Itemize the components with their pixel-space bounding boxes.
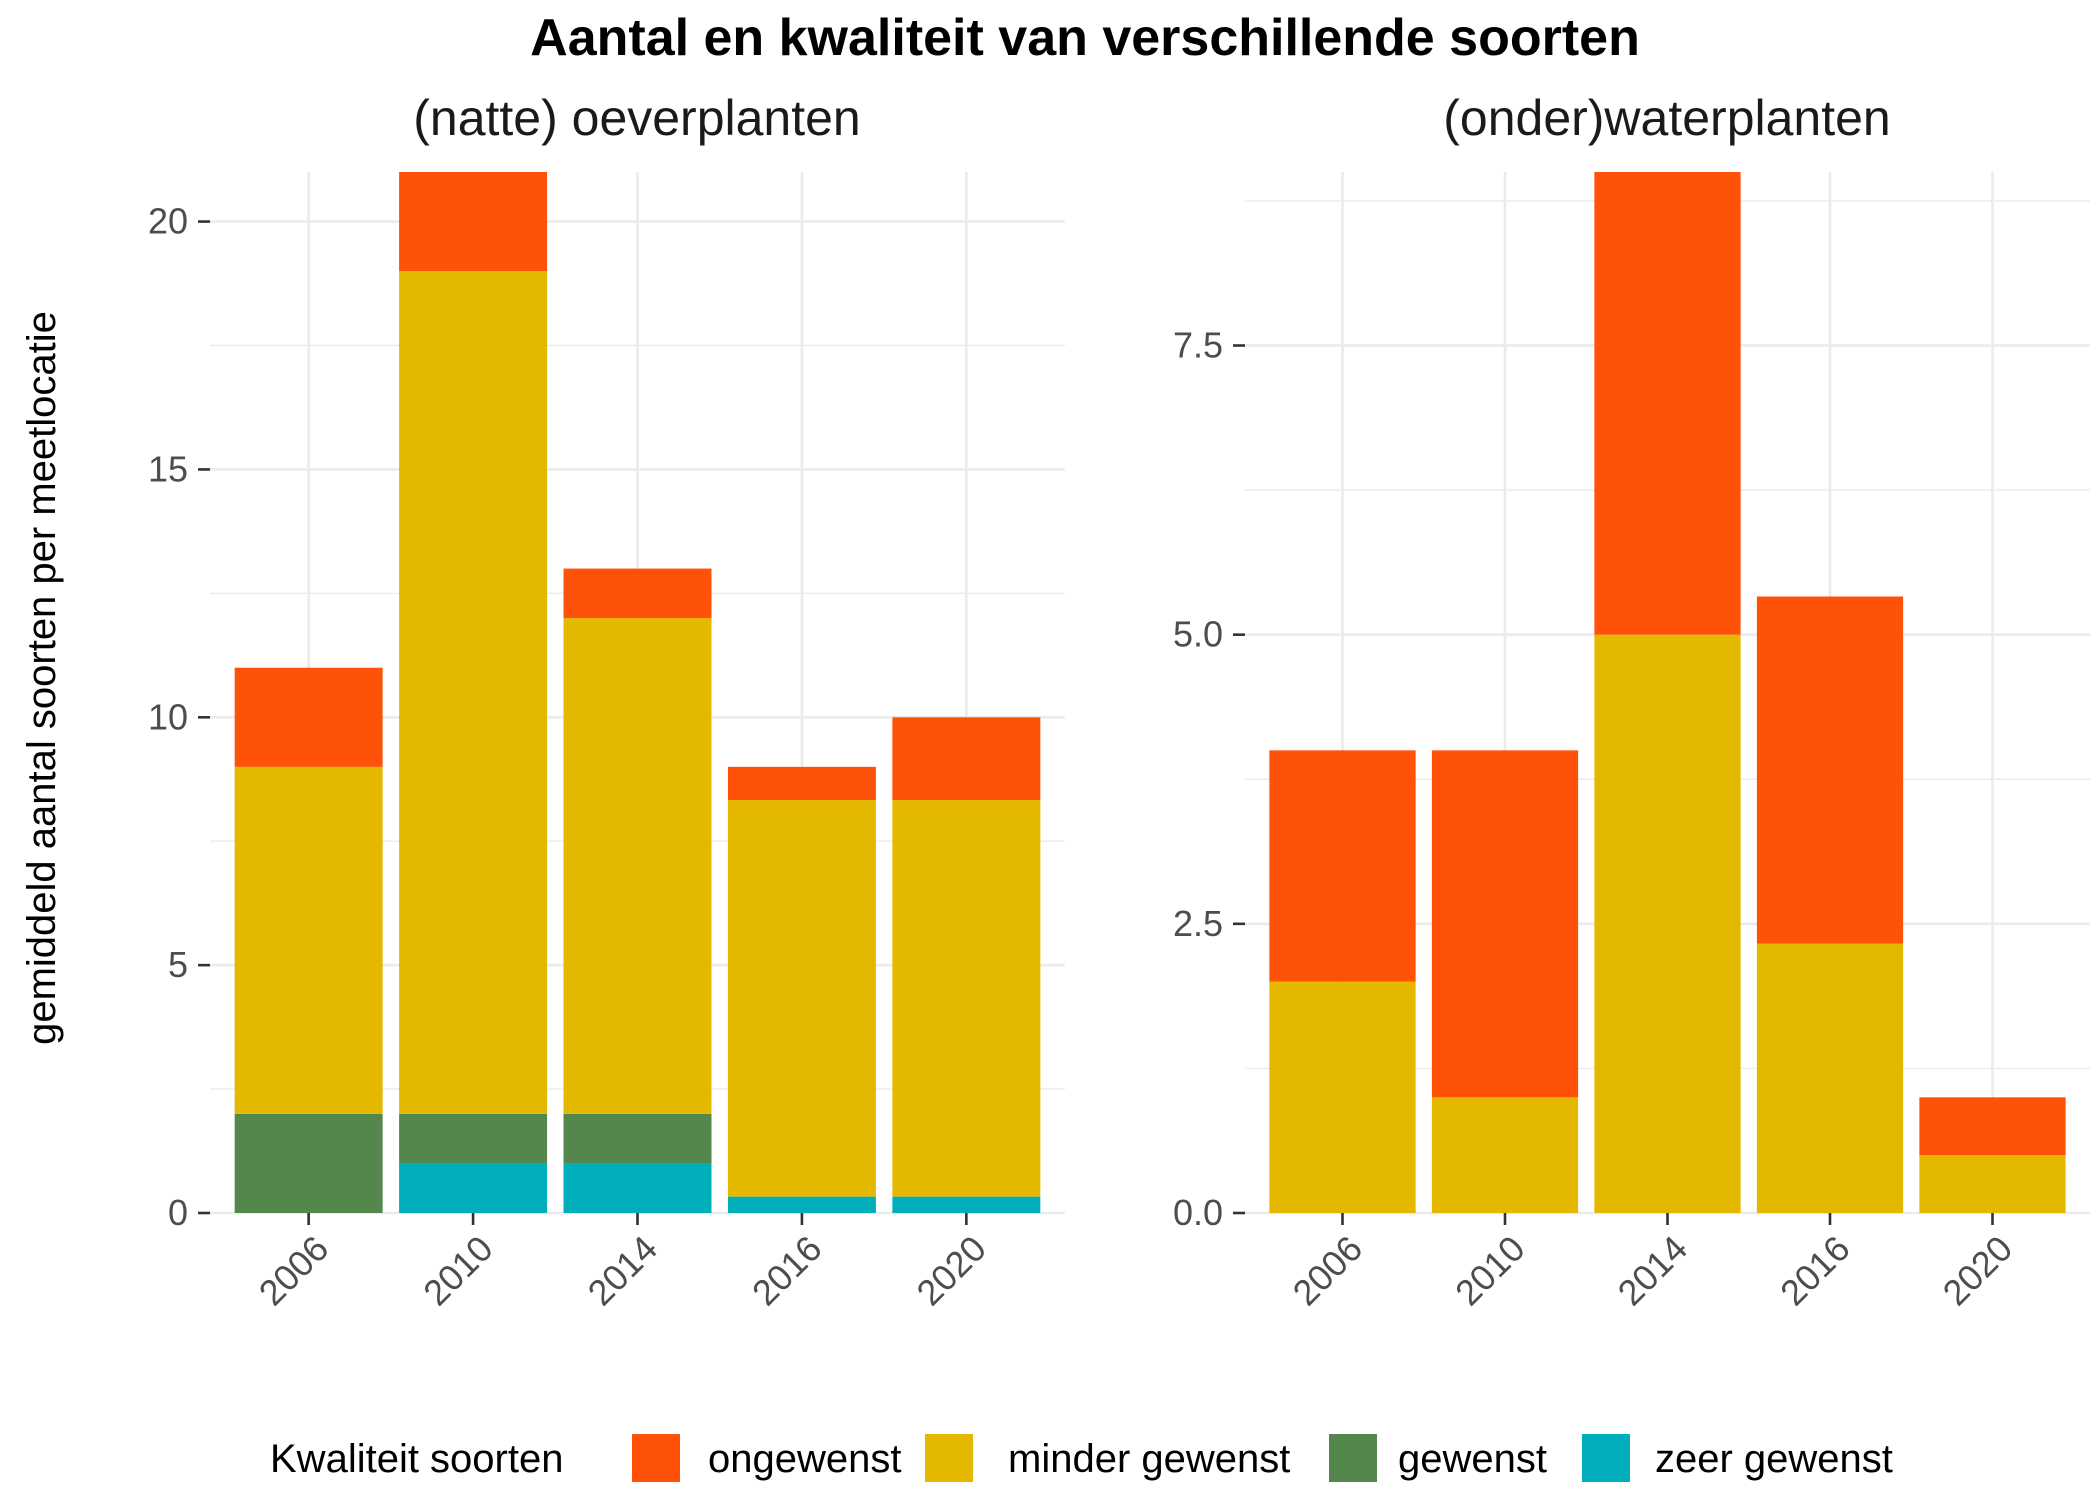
x-tick-label: 2010	[1447, 1228, 1533, 1314]
bar-minder-gewenst-2014	[1594, 634, 1741, 1213]
panel-title: (natte) oeverplanten	[413, 90, 861, 146]
bar-minder-gewenst-2016	[1756, 943, 1904, 1213]
legend-swatch-ongewenst	[632, 1434, 680, 1482]
legend-label-ongewenst: ongewenst	[708, 1437, 901, 1481]
bar-ongewenst-2006	[1269, 750, 1416, 982]
bar-gewenst-2006	[234, 1113, 383, 1213]
legend-title: Kwaliteit soorten	[270, 1437, 563, 1481]
y-tick-label: 2.5	[1173, 903, 1223, 944]
x-tick-label: 2020	[908, 1228, 994, 1314]
bar-gewenst-2010	[399, 1113, 548, 1164]
chart-title: Aantal en kwaliteit van verschillende so…	[530, 9, 1640, 67]
bar-minder-gewenst-2010	[399, 271, 548, 1114]
x-tick-label: 2014	[580, 1228, 666, 1314]
panel-title: (onder)waterplanten	[1443, 90, 1891, 146]
x-tick-label: 2020	[1935, 1228, 2021, 1314]
legend: Kwaliteit soorten ongewenst minder gewen…	[270, 1434, 1893, 1482]
bar-minder-gewenst-2020	[1919, 1155, 2066, 1213]
bar-zeer-gewenst-2010	[399, 1163, 548, 1213]
bar-ongewenst-2020	[892, 717, 1041, 801]
bar-minder-gewenst-2020	[892, 800, 1041, 1197]
y-tick-label: 10	[148, 696, 188, 737]
bar-minder-gewenst-2006	[234, 766, 383, 1114]
legend-label-minder-gewenst: minder gewenst	[1008, 1437, 1290, 1481]
y-axis-title: gemiddeld aantal soorten per meetlocatie	[20, 311, 64, 1045]
legend-swatch-gewenst	[1329, 1434, 1377, 1482]
y-tick-label: 7.5	[1173, 325, 1223, 366]
x-tick-label: 2016	[744, 1228, 830, 1314]
bar-ongewenst-2010	[1431, 750, 1579, 1098]
bar-ongewenst-2020	[1919, 1097, 2066, 1156]
bar-zeer-gewenst-2020	[892, 1196, 1041, 1213]
legend-swatch-minder-gewenst	[925, 1434, 973, 1482]
y-tick-label: 5.0	[1173, 614, 1223, 655]
x-tick-label: 2006	[1285, 1228, 1371, 1314]
bar-minder-gewenst-2010	[1431, 1097, 1579, 1213]
bar-minder-gewenst-2016	[727, 800, 876, 1197]
y-tick-label: 15	[148, 448, 188, 489]
x-tick-label: 2006	[251, 1228, 337, 1314]
y-tick-label: 0.0	[1173, 1192, 1223, 1233]
legend-swatch-zeer-gewenst	[1582, 1434, 1630, 1482]
legend-label-zeer-gewenst: zeer gewenst	[1655, 1437, 1893, 1481]
bar-gewenst-2014	[563, 1113, 712, 1164]
bar-ongewenst-2016	[727, 766, 876, 801]
panel-waterplanten: (onder)waterplanten 0.0 2.5 5.0 7.5 2006 2010 2…	[1173, 90, 2090, 1313]
bar-ongewenst-2014	[563, 568, 712, 619]
bar-zeer-gewenst-2016	[727, 1196, 876, 1213]
x-tick-label: 2010	[415, 1228, 501, 1314]
x-tick-label: 2016	[1772, 1228, 1858, 1314]
bar-minder-gewenst-2006	[1269, 981, 1416, 1213]
y-tick-label: 5	[168, 944, 188, 985]
bar-ongewenst-2006	[234, 667, 383, 767]
x-tick-label: 2014	[1610, 1228, 1696, 1314]
y-tick-label: 20	[148, 201, 188, 242]
bar-ongewenst-2014	[1594, 172, 1741, 635]
bar-ongewenst-2010	[399, 172, 548, 272]
panel-oeverplanten: (natte) oeverplanten 0 5 10 15 20 2006 2010 2014…	[148, 90, 1065, 1313]
bar-minder-gewenst-2014	[563, 618, 712, 1114]
y-tick-label: 0	[168, 1192, 188, 1233]
bar-ongewenst-2016	[1756, 596, 1904, 944]
bar-zeer-gewenst-2014	[563, 1163, 712, 1213]
legend-label-gewenst: gewenst	[1398, 1437, 1547, 1481]
